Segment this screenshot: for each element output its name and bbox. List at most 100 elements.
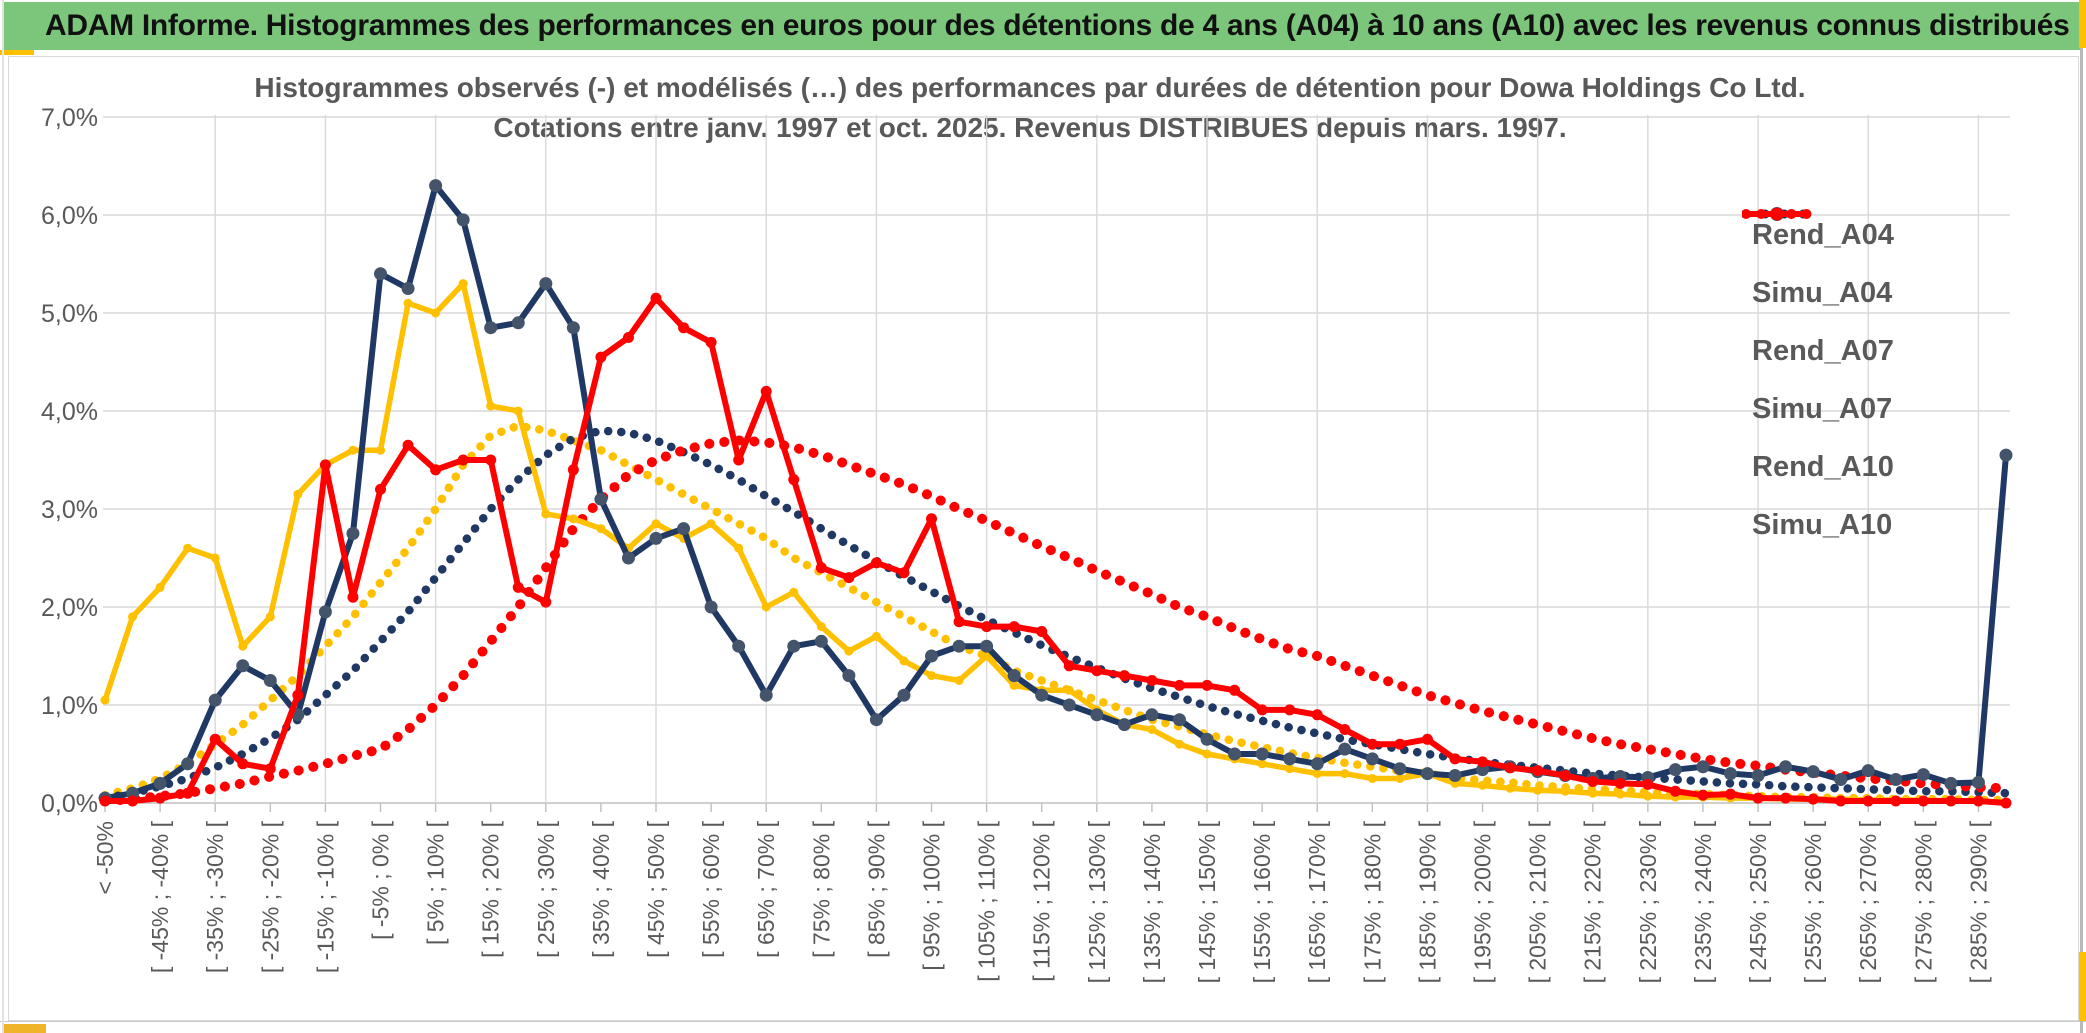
series-Rend_A10-marker bbox=[127, 795, 139, 807]
series-Rend_A10-marker bbox=[1972, 795, 1984, 807]
series-Rend_A07-marker bbox=[787, 639, 801, 653]
series-Rend_A10-marker bbox=[375, 483, 387, 495]
series-Rend_A04-marker bbox=[1533, 785, 1543, 795]
y-axis-label: 6,0% bbox=[41, 202, 98, 230]
x-axis-label: [ 195% ; 200% [ bbox=[1470, 820, 1496, 983]
series-Rend_A10-marker bbox=[650, 292, 662, 304]
series-Rend_A04-marker bbox=[1505, 783, 1515, 793]
series-Rend_A10-marker bbox=[1697, 789, 1709, 801]
series-Rend_A10-marker bbox=[264, 763, 276, 775]
series-Rend_A07-marker bbox=[181, 757, 195, 771]
series-Rend_A10-marker bbox=[512, 581, 524, 593]
series-Simu_A04-dotted-line bbox=[100, 421, 2011, 805]
window-right-border bbox=[2080, 0, 2083, 1033]
series-Rend_A07-marker bbox=[374, 267, 388, 281]
series-Rend_A04-marker bbox=[458, 279, 468, 289]
series-Rend_A07-marker bbox=[236, 659, 250, 673]
x-axis-label: [ 185% ; 190% [ bbox=[1414, 820, 1440, 983]
legend-item-simu-a04[interactable]: Simu_A04 bbox=[1742, 209, 2042, 322]
chart-legend: Rend_A04 Simu_A04 Rend_A07 Simu_A07 Rend… bbox=[1742, 206, 2042, 554]
series-Rend_A07-marker bbox=[456, 213, 470, 227]
series-Rend_A04-marker bbox=[541, 509, 551, 519]
series-Rend_A10-marker bbox=[99, 795, 111, 807]
series-Rend_A04-marker bbox=[376, 445, 386, 455]
window-left-border bbox=[2, 0, 4, 1033]
series-Rend_A07-marker bbox=[1944, 776, 1958, 790]
legend-label: Simu_A07 bbox=[1752, 392, 1893, 425]
series-Rend_A10-marker bbox=[1504, 762, 1516, 774]
series-Rend_A07-marker bbox=[1310, 757, 1324, 771]
series-Rend_A10-marker bbox=[457, 454, 469, 466]
x-axis-label: [ -15% ; -10% [ bbox=[312, 820, 338, 973]
series-Rend_A07-marker bbox=[1283, 752, 1297, 766]
legend-item-rend-a07[interactable]: Rend_A07 bbox=[1742, 207, 2042, 380]
series-Rend_A04-marker bbox=[1064, 685, 1074, 695]
x-axis-label: [ 155% ; 160% [ bbox=[1249, 820, 1275, 983]
series-Rend_A04-marker bbox=[238, 641, 248, 651]
series-Rend_A10-marker bbox=[1118, 670, 1130, 682]
series-Rend_A07-marker bbox=[1035, 688, 1049, 702]
series-Rend_A10-marker bbox=[1311, 709, 1323, 721]
series-Rend_A10-marker bbox=[788, 474, 800, 486]
series-Rend_A07-marker bbox=[732, 639, 746, 653]
series-Rend_A07-marker bbox=[649, 531, 663, 545]
legend-label: Rend_A07 bbox=[1752, 334, 1894, 367]
legend-label: Rend_A10 bbox=[1752, 450, 1894, 483]
series-Rend_A07-marker bbox=[153, 776, 167, 790]
series-Rend_A04-marker bbox=[1174, 739, 1184, 749]
x-axis-label: [ 285% ; 290% [ bbox=[1965, 820, 1991, 983]
series-Rend_A04-marker bbox=[789, 587, 799, 597]
series-Rend_A04-marker bbox=[183, 543, 193, 553]
y-axis-label: 2,0% bbox=[41, 594, 98, 622]
series-Rend_A07-marker bbox=[401, 282, 415, 295]
series-Rend_A10-marker bbox=[1532, 765, 1544, 777]
scrollbar-thumb[interactable] bbox=[2, 1024, 46, 1033]
series-Rend_A04-marker bbox=[348, 445, 358, 455]
series-Rend_A10-marker bbox=[760, 385, 772, 397]
series-Rend_A07-marker bbox=[1916, 768, 1930, 782]
series-Rend_A07-marker bbox=[897, 688, 911, 702]
series-Rend_A04-marker bbox=[1312, 769, 1322, 779]
legend-item-simu-a07[interactable]: Simu_A07 bbox=[1742, 209, 2042, 438]
series-Rend_A07-marker bbox=[208, 693, 222, 707]
series-Rend_A07-marker bbox=[346, 527, 360, 540]
x-axis-label: [ 35% ; 40% [ bbox=[588, 820, 614, 957]
series-Rend_A07-marker bbox=[484, 321, 498, 335]
x-axis-label: [ 65% ; 70% [ bbox=[753, 820, 779, 957]
y-axis-label: 3,0% bbox=[41, 496, 98, 524]
series-Rend_A04-marker bbox=[927, 671, 937, 681]
series-Rend_A10-marker bbox=[237, 758, 249, 770]
series-Rend_A10-line bbox=[105, 295, 2007, 806]
series-Rend_A04-marker bbox=[1340, 769, 1350, 779]
series-Rend_A10-marker bbox=[870, 557, 882, 569]
series-Rend_A10-marker bbox=[843, 572, 855, 584]
x-axis-label: [ 85% ; 90% [ bbox=[863, 820, 889, 957]
series-Rend_A07-marker bbox=[1971, 775, 1985, 789]
x-axis-label: [ 15% ; 20% [ bbox=[478, 820, 504, 957]
legend-item-simu-a10[interactable]: Simu_A10 bbox=[1742, 209, 2042, 554]
x-axis-label: [ -35% ; -30% [ bbox=[202, 820, 228, 973]
series-Rend_A10-marker bbox=[1091, 665, 1103, 677]
series-Rend_A07-marker bbox=[621, 551, 635, 565]
legend-swatch-dotted-red-icon bbox=[1742, 209, 1812, 219]
x-axis-label: [ 5% ; 10% [ bbox=[423, 820, 449, 945]
series-Rend_A10-marker bbox=[182, 787, 194, 799]
legend-item-rend-a10[interactable]: Rend_A10 bbox=[1742, 207, 2042, 496]
x-axis-label: [ -45% ; -40% [ bbox=[147, 820, 173, 973]
x-axis-label: [ -5% ; 0% [ bbox=[368, 820, 394, 939]
series-Rend_A10-marker bbox=[1945, 795, 1957, 807]
series-Rend_A10-marker bbox=[1724, 788, 1736, 800]
series-Rend_A07-marker bbox=[1090, 708, 1104, 722]
y-axis-label: 7,0% bbox=[41, 104, 98, 132]
series-Rend_A07-marker bbox=[1448, 769, 1462, 783]
x-axis-label: [ 75% ; 80% [ bbox=[808, 820, 834, 957]
series-Rend_A04-marker bbox=[1478, 780, 1488, 790]
series-Rend_A04-marker bbox=[651, 519, 661, 529]
header-accent bbox=[0, 50, 34, 55]
series-Rend_A07-marker bbox=[980, 639, 994, 653]
series-Rend_A07-marker bbox=[263, 674, 277, 687]
series-Rend_A07-marker bbox=[1145, 708, 1159, 722]
series-Rend_A07-marker bbox=[1420, 767, 1434, 781]
series-Rend_A04-marker bbox=[431, 308, 441, 318]
